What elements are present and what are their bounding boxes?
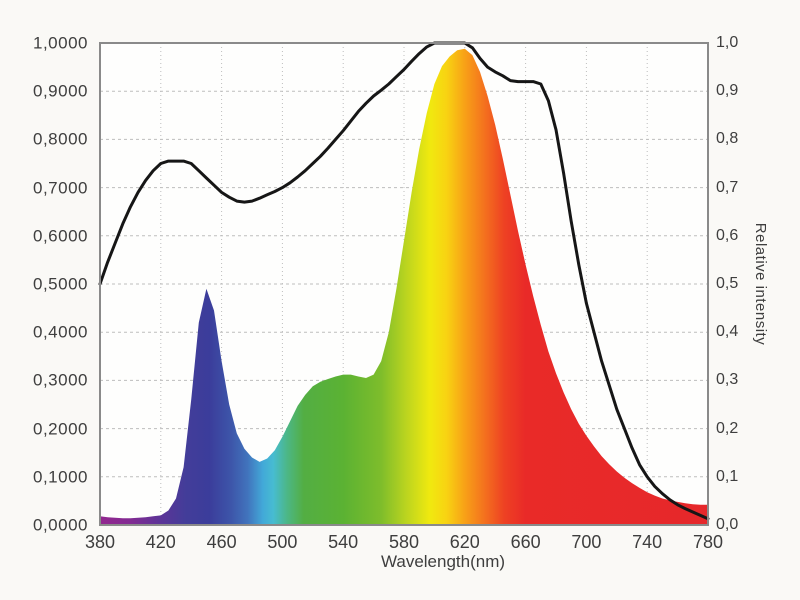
y-left-tick-label: 0,6000: [33, 226, 88, 246]
y-left-tick-label: 0,4000: [33, 322, 88, 342]
x-tick-label: 380: [84, 532, 116, 552]
y-left-tick-label: 0,8000: [33, 129, 88, 149]
y-right-tick-label: 0,5: [716, 275, 739, 292]
x-tick-label: 700: [571, 532, 602, 552]
plot-frame: [99, 42, 709, 526]
x-tick-label: 420: [145, 532, 176, 552]
x-tick-label: 620: [449, 532, 480, 552]
y-right-tick-label: 0,4: [716, 323, 739, 341]
y-right-tick-label: 0,9: [716, 82, 739, 100]
y-right-tick-label: 0,6: [716, 226, 739, 244]
x-tick-label: 740: [632, 532, 663, 552]
y-right-tick-label: 0,0: [716, 516, 739, 533]
y-left-tick-label: 0,9000: [33, 81, 88, 101]
y-right-tick-label: 0,7: [716, 178, 739, 196]
y-left-tick-label: 1,0000: [33, 33, 88, 53]
x-tick-label: 540: [328, 532, 359, 552]
y-right-tick-label: 0,3: [716, 371, 739, 389]
y-left-tick-label: 0,1000: [33, 467, 88, 487]
x-tick-label: 660: [510, 532, 541, 552]
right-axis-title: Relative intensity: [752, 222, 769, 346]
y-left-tick-label: 0,3000: [33, 370, 88, 390]
y-left-tick-label: 0,2000: [33, 419, 88, 439]
y-left-tick-label: 0,7000: [33, 178, 88, 198]
spectrum-area: [100, 48, 708, 526]
x-tick-label: 500: [267, 532, 298, 552]
x-tick-label: 780: [692, 532, 724, 552]
x-axis-title: Wavelength(nm): [380, 552, 506, 571]
y-right-tick-label: 0,2: [716, 419, 739, 437]
x-tick-label: 460: [206, 532, 237, 552]
y-right-tick-label: 1,0: [716, 34, 739, 51]
x-tick-label: 580: [388, 532, 420, 552]
y-left-tick-label: 0,5000: [33, 274, 88, 294]
y-right-tick-label: 0,1: [716, 467, 739, 485]
y-left-tick-label: 0,0000: [33, 515, 88, 535]
envelope-line: [98, 41, 710, 521]
y-right-tick-label: 0,8: [716, 130, 739, 148]
